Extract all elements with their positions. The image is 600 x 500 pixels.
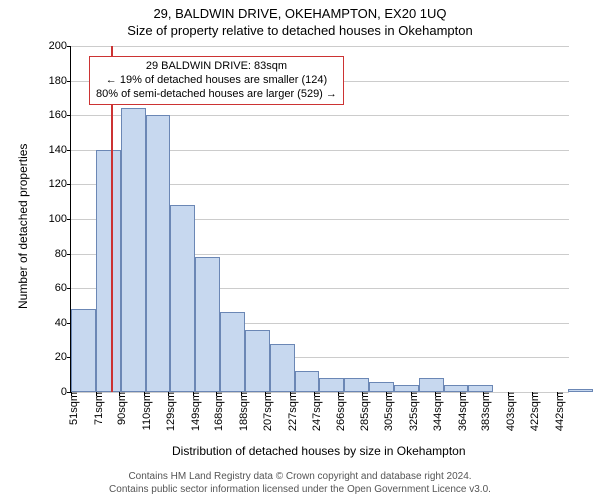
y-tick-label: 60 (55, 282, 71, 294)
histogram-bar (245, 330, 270, 392)
gridline (71, 46, 569, 47)
histogram-bar (444, 385, 469, 392)
x-tick-label: 383sqm (474, 392, 492, 431)
x-axis-title: Distribution of detached houses by size … (172, 444, 466, 458)
y-tick-label: 140 (49, 144, 71, 156)
histogram-bar (468, 385, 493, 392)
x-tick-label: 51sqm (62, 392, 80, 425)
histogram-bar (270, 344, 295, 392)
page-title-line2: Size of property relative to detached ho… (0, 21, 600, 38)
page-title-line1: 29, BALDWIN DRIVE, OKEHAMPTON, EX20 1UQ (0, 0, 600, 21)
y-tick-label: 80 (55, 248, 71, 260)
histogram-bar (170, 205, 195, 392)
x-tick-label: 266sqm (329, 392, 347, 431)
x-tick-label: 442sqm (548, 392, 566, 431)
x-tick-label: 247sqm (305, 392, 323, 431)
histogram-bar (394, 385, 419, 392)
histogram-bar (319, 378, 344, 392)
annotation-line: 80% of semi-detached houses are larger (… (96, 88, 337, 102)
histogram-bar (344, 378, 369, 392)
x-tick-label: 207sqm (256, 392, 274, 431)
histogram-plot: 02040608010012014016018020051sqm71sqm90s… (70, 46, 569, 393)
x-tick-label: 90sqm (110, 392, 128, 425)
histogram-bar (146, 115, 171, 392)
x-tick-label: 364sqm (451, 392, 469, 431)
footer-line2: Contains public sector information licen… (0, 483, 600, 496)
x-tick-label: 149sqm (184, 392, 202, 431)
x-tick-label: 227sqm (281, 392, 299, 431)
x-tick-label: 285sqm (353, 392, 371, 431)
annotation-line: 29 BALDWIN DRIVE: 83sqm (96, 60, 337, 74)
x-tick-label: 403sqm (499, 392, 517, 431)
x-tick-label: 129sqm (159, 392, 177, 431)
y-tick-label: 120 (49, 178, 71, 190)
footer-line1: Contains HM Land Registry data © Crown c… (0, 470, 600, 483)
x-tick-label: 168sqm (207, 392, 225, 431)
x-tick-label: 422sqm (523, 392, 541, 431)
histogram-bar (369, 382, 394, 392)
x-tick-label: 188sqm (232, 392, 250, 431)
y-tick-label: 20 (55, 351, 71, 363)
histogram-bar (71, 309, 96, 392)
y-tick-label: 160 (49, 109, 71, 121)
histogram-bar (220, 312, 245, 392)
annotation-box: 29 BALDWIN DRIVE: 83sqm← 19% of detached… (89, 56, 344, 105)
histogram-bar (419, 378, 444, 392)
annotation-line: ← 19% of detached houses are smaller (12… (96, 74, 337, 88)
footer-attribution: Contains HM Land Registry data © Crown c… (0, 470, 600, 496)
x-tick-label: 110sqm (135, 392, 153, 430)
y-tick-label: 40 (55, 317, 71, 329)
histogram-bar (121, 108, 146, 392)
histogram-bar (96, 150, 121, 392)
x-tick-label: 325sqm (402, 392, 420, 431)
histogram-bar (295, 371, 320, 392)
y-axis-title: Number of detached properties (16, 144, 30, 309)
y-tick-label: 200 (49, 40, 71, 52)
x-tick-label: 71sqm (87, 392, 105, 425)
x-tick-label: 305sqm (377, 392, 395, 431)
x-tick-label: 344sqm (426, 392, 444, 431)
histogram-bar (195, 257, 220, 392)
y-tick-label: 100 (49, 213, 71, 225)
y-tick-label: 180 (49, 75, 71, 87)
histogram-bar (568, 389, 593, 392)
